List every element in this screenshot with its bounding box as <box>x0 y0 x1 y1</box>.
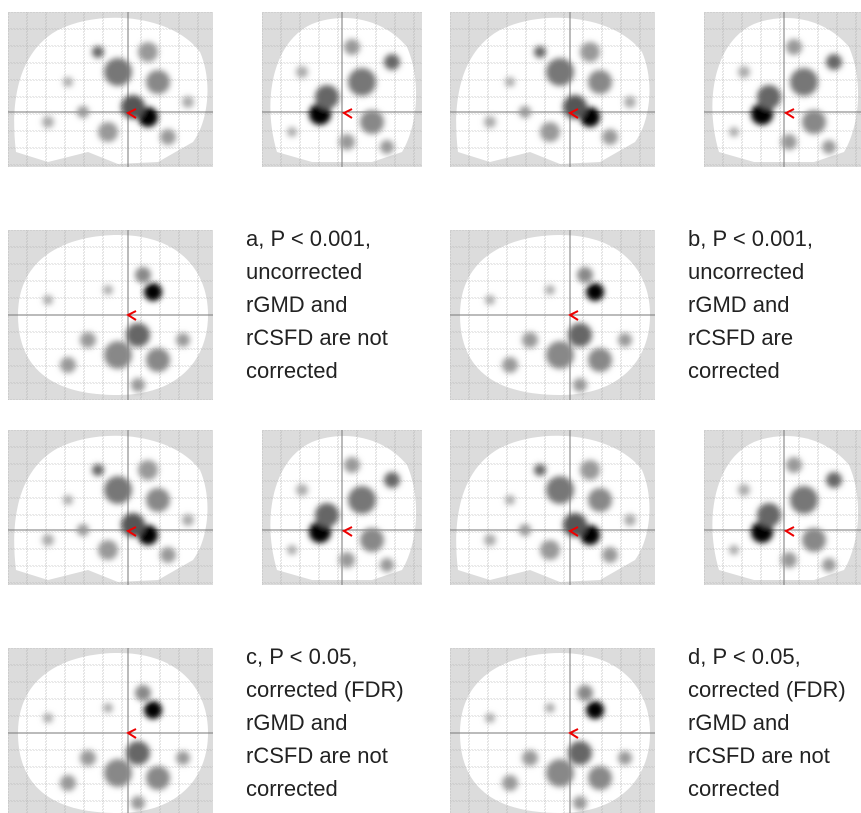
brain-projection <box>704 12 861 167</box>
caption-line: corrected <box>246 776 338 801</box>
caption-line: b, P < 0.001, <box>688 226 813 251</box>
caption-line: corrected <box>688 358 780 383</box>
sagittal-view <box>450 430 655 585</box>
panel: d, P < 0.05, corrected (FDR) rGMD and rCSFD… <box>442 418 861 813</box>
caption-line: corrected (FDR) <box>688 677 846 702</box>
caption-line: corrected <box>688 776 780 801</box>
brain-projection <box>8 648 213 813</box>
axial-view <box>8 230 213 400</box>
caption-line: rCSFD are not <box>246 325 388 350</box>
brain-projection <box>450 12 655 167</box>
caption-line: rGMD and <box>688 710 790 735</box>
brain-projection <box>450 648 655 813</box>
caption: a, P < 0.001, uncorrected rGMD and rCSFD ar… <box>246 222 388 387</box>
caption-line: c, P < 0.05, <box>246 644 358 669</box>
sagittal-view <box>8 430 213 585</box>
panel: c, P < 0.05, corrected (FDR) rGMD and rCSFD… <box>0 418 430 813</box>
caption-line: rGMD and <box>246 292 348 317</box>
caption: b, P < 0.001, uncorrected rGMD and rCSFD ar… <box>688 222 813 387</box>
brain-projection <box>8 230 213 400</box>
caption: d, P < 0.05, corrected (FDR) rGMD and rCSFD… <box>688 640 846 805</box>
caption-line: d, P < 0.05, <box>688 644 801 669</box>
caption-line: corrected <box>246 358 338 383</box>
brain-projection <box>8 12 213 167</box>
caption-line: uncorrected <box>688 259 805 284</box>
caption-line: corrected (FDR) <box>246 677 404 702</box>
coronal-view <box>704 12 861 167</box>
caption-line: rCSFD are not <box>688 743 830 768</box>
brain-projection <box>704 430 861 585</box>
sagittal-view <box>8 12 213 167</box>
brain-projection <box>8 430 213 585</box>
coronal-view <box>262 12 422 167</box>
axial-view <box>450 230 655 400</box>
caption-line: a, P < 0.001, <box>246 226 371 251</box>
panel: b, P < 0.001, uncorrected rGMD and rCSFD ar… <box>442 0 861 395</box>
coronal-view <box>704 430 861 585</box>
caption: c, P < 0.05, corrected (FDR) rGMD and rCSFD… <box>246 640 404 805</box>
axial-view <box>450 648 655 813</box>
caption-line: rGMD and <box>688 292 790 317</box>
brain-projection <box>262 430 422 585</box>
caption-line: uncorrected <box>246 259 363 284</box>
brain-projection <box>450 230 655 400</box>
axial-view <box>8 648 213 813</box>
caption-line: rGMD and <box>246 710 348 735</box>
sagittal-view <box>450 12 655 167</box>
caption-line: rCSFD are <box>688 325 794 350</box>
coronal-view <box>262 430 422 585</box>
panel: a, P < 0.001, uncorrected rGMD and rCSFD ar… <box>0 0 430 395</box>
caption-line: rCSFD are not <box>246 743 388 768</box>
brain-projection <box>262 12 422 167</box>
brain-projection <box>450 430 655 585</box>
